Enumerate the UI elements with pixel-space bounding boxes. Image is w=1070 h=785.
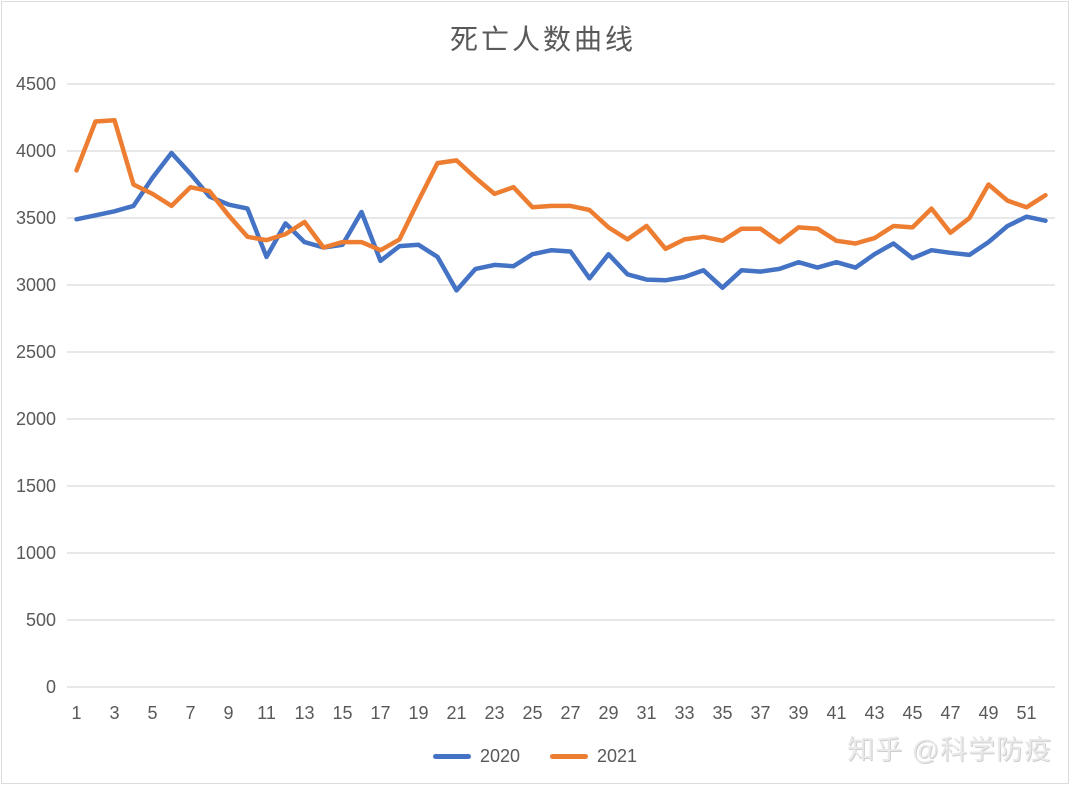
- chart-legend: 2020 2021: [0, 741, 1070, 771]
- x-axis-tick-label: 23: [484, 703, 504, 723]
- x-axis-tick-label: 17: [370, 703, 390, 723]
- y-axis-tick-label: 0: [46, 677, 56, 697]
- x-axis-tick-label: 51: [1016, 703, 1036, 723]
- x-axis-tick-label: 37: [750, 703, 770, 723]
- x-axis-tick-label: 19: [408, 703, 428, 723]
- legend-label-2021: 2021: [597, 745, 638, 766]
- chart-title: 死亡人数曲线: [449, 24, 636, 55]
- legend-swatch-2020: [432, 753, 471, 759]
- series-line-2021: [74, 117, 1048, 253]
- y-axis-tick-label: 1500: [16, 476, 56, 496]
- x-axis-tick-label: 7: [185, 703, 195, 723]
- legend-item-2020: 2020: [432, 745, 520, 767]
- x-axis-tick-label: 29: [598, 703, 618, 723]
- x-axis-tick-label: 5: [147, 703, 157, 723]
- y-axis-tick-label: 4500: [16, 74, 56, 94]
- x-axis-tick-label: 1: [71, 703, 81, 723]
- x-axis-tick-label: 33: [674, 703, 694, 723]
- x-axis-tick-label: 49: [978, 703, 998, 723]
- y-axis-tick-label: 4000: [16, 141, 56, 161]
- x-axis-tick-label: 27: [560, 703, 580, 723]
- x-axis-tick-label: 35: [712, 703, 732, 723]
- y-axis-tick-label: 2500: [16, 342, 56, 362]
- y-axis-tick-label: 3500: [16, 208, 56, 228]
- x-axis-tick-label: 11: [257, 703, 276, 723]
- legend-label-2020: 2020: [479, 745, 520, 766]
- x-axis-tick-label: 15: [332, 703, 352, 723]
- y-axis-tick-label: 1000: [16, 543, 56, 563]
- x-axis-tick-label: 21: [446, 703, 466, 723]
- x-axis-tick-label: 31: [636, 703, 656, 723]
- x-axis-tick-label: 47: [940, 703, 960, 723]
- legend-swatch-2021: [550, 753, 588, 759]
- x-axis-tick-label: 39: [788, 703, 808, 723]
- y-axis-tick-label: 3000: [16, 275, 56, 295]
- watermark: 知乎 @科学防疫: [847, 735, 1052, 765]
- y-axis-tick-label: 500: [26, 610, 56, 630]
- y-axis-tick-label: 2000: [16, 409, 56, 429]
- x-axis-tick-label: 25: [522, 703, 542, 723]
- x-axis-tick-label: 9: [223, 703, 233, 723]
- x-axis-tick-label: 43: [864, 703, 884, 723]
- x-axis-tick-label: 41: [826, 703, 846, 723]
- x-axis-tick-label: 13: [294, 703, 314, 723]
- legend-item-2021: 2021: [550, 746, 637, 767]
- series-line-2020: [74, 150, 1048, 293]
- x-axis-tick-label: 3: [109, 703, 119, 723]
- x-axis-tick-label: 45: [902, 703, 922, 723]
